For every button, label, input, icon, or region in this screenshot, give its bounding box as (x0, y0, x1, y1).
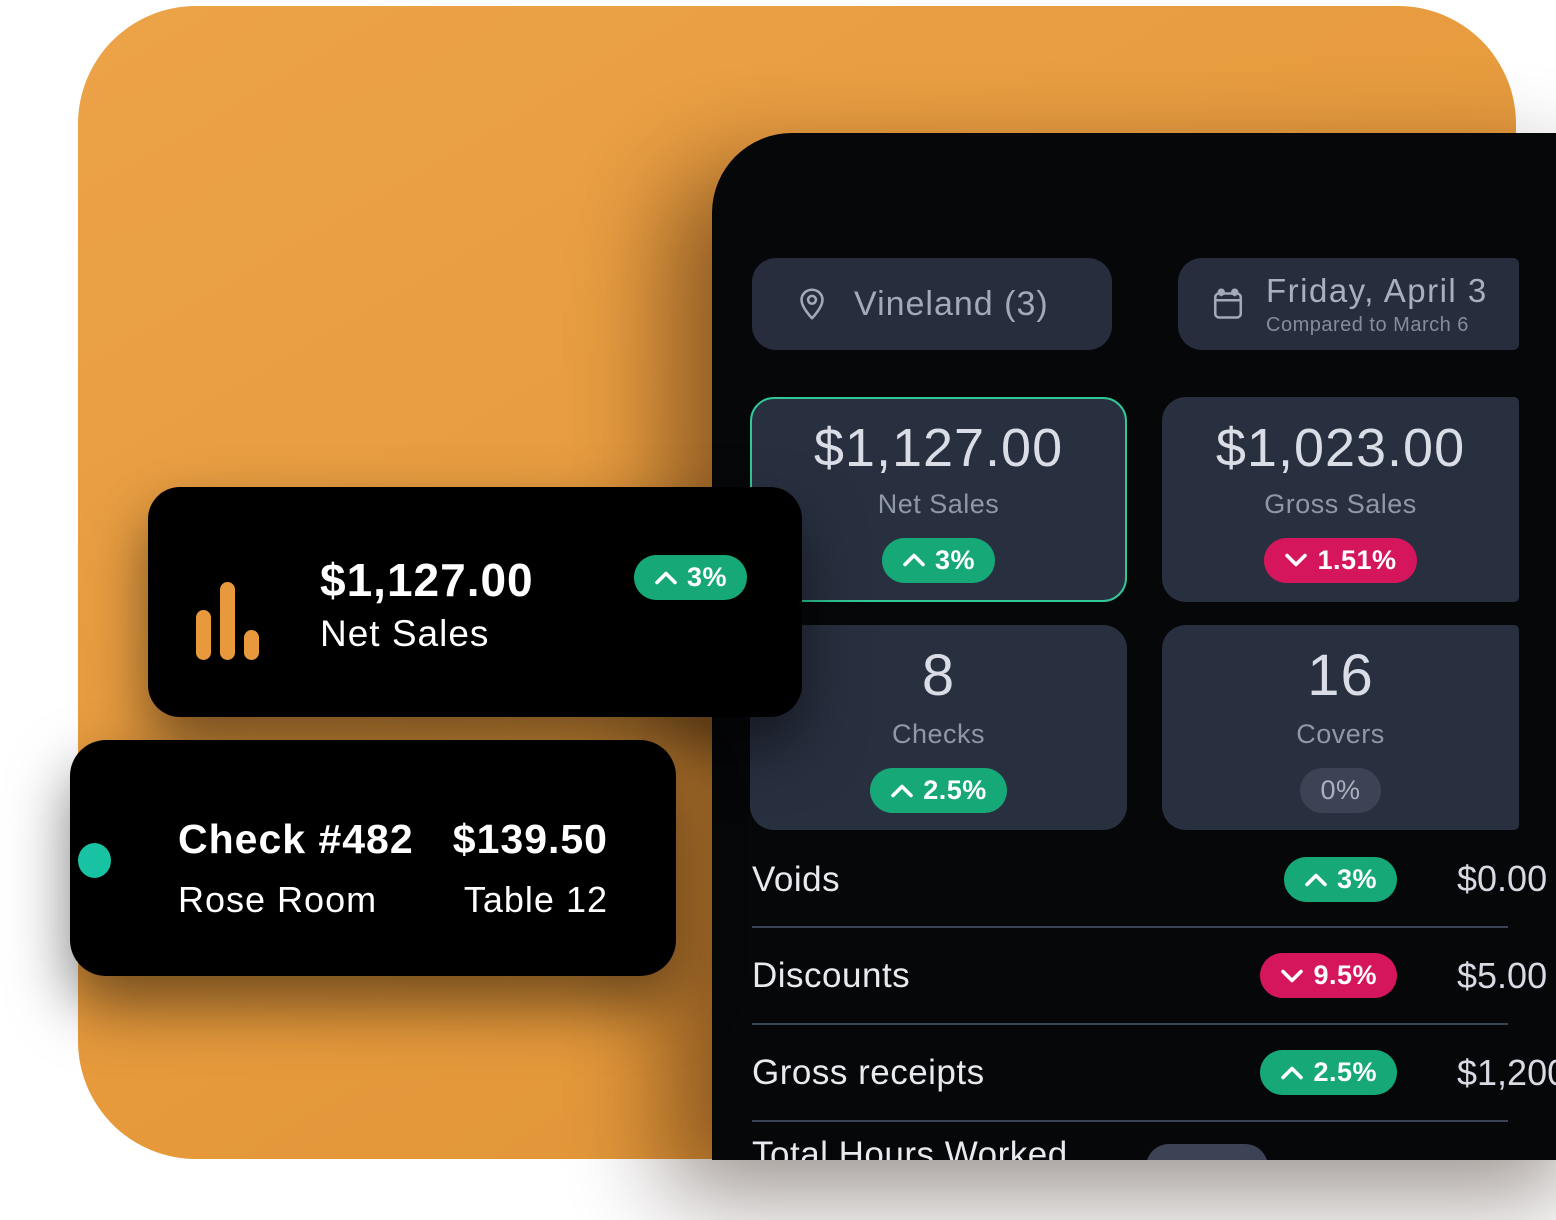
covers-label: Covers (1296, 719, 1385, 749)
discounts-amount: $5.00 (1457, 955, 1548, 996)
chevron-up-icon (903, 553, 925, 567)
row-gross-receipts-label: Gross receipts (752, 1052, 985, 1092)
net-sales-delta-badge: 3% (881, 537, 996, 583)
row-divider (752, 926, 1508, 928)
check-number: Check #482 (178, 816, 414, 862)
voids-amount: $0.00 (1457, 858, 1548, 899)
chevron-up-icon (1281, 1066, 1304, 1079)
date-filter-chip[interactable]: Friday, April 3 Compared to March 6 (1178, 258, 1519, 350)
bar-chart-icon (196, 582, 259, 660)
stat-tile-gross-sales[interactable]: $1,023.00 Gross Sales 1.51% (1162, 397, 1519, 602)
date-chip-subtitle: Compared to March 6 (1266, 313, 1469, 336)
check-room: Rose Room (178, 879, 378, 920)
checks-value: 8 (921, 643, 956, 708)
discounts-delta-badge: 9.5% (1260, 953, 1397, 998)
total-hours-delta-badge (1146, 1144, 1268, 1160)
voids-delta-badge: 3% (1283, 857, 1397, 902)
float-net-sales-label: Net Sales (320, 613, 490, 654)
calendar-icon (1213, 288, 1243, 319)
chevron-up-icon (1305, 873, 1327, 886)
stat-tile-checks[interactable]: 8 Checks 2.5% (750, 625, 1127, 830)
covers-delta-badge: 0% (1300, 768, 1381, 813)
row-discounts-label: Discounts (752, 955, 911, 995)
row-gross-receipts: Gross receipts 2.5% (752, 1025, 1556, 1120)
location-filter-chip[interactable]: Vineland (3) (752, 258, 1112, 350)
row-divider (752, 1120, 1508, 1122)
net-sales-value: $1,127.00 (813, 417, 1064, 478)
location-chip-label: Vineland (3) (854, 284, 1049, 323)
row-voids-label: Voids (752, 859, 841, 899)
net-sales-tooltip-card[interactable]: $1,127.00 Net Sales 3% (148, 487, 802, 717)
float-net-sales-value: $1,127.00 (320, 554, 534, 606)
status-dot (78, 843, 111, 878)
row-total-hours: Total Hours Worked (752, 1121, 1556, 1160)
row-total-hours-label: Total Hours Worked (752, 1135, 1068, 1160)
float-net-sales-delta-badge: 3% (633, 555, 747, 600)
chevron-up-icon (891, 784, 914, 797)
chevron-down-icon (1285, 553, 1308, 567)
sales-dashboard-panel: Vineland (3) Friday, April 3 Compared to… (712, 133, 1556, 1160)
stat-tile-covers[interactable]: 16 Covers 0% (1162, 625, 1519, 830)
gross-sales-delta-badge: 1.51% (1264, 537, 1417, 583)
date-chip-title: Friday, April 3 (1266, 271, 1488, 309)
covers-value: 16 (1307, 643, 1374, 708)
checks-label: Checks (891, 719, 986, 749)
checks-delta-badge: 2.5% (870, 768, 1007, 813)
location-pin-icon (800, 288, 824, 320)
row-divider (752, 1023, 1508, 1025)
gross-sales-label: Gross Sales (1264, 488, 1417, 519)
gross-receipts-delta-badge: 2.5% (1260, 1050, 1397, 1095)
stat-tile-net-sales[interactable]: $1,127.00 Net Sales 3% (750, 397, 1127, 602)
check-amount: $139.50 (452, 816, 608, 862)
check-tooltip-card[interactable]: Check #482 Rose Room $139.50 Table 12 (70, 740, 676, 976)
gross-sales-value: $1,023.00 (1215, 417, 1466, 478)
row-discounts: Discounts 9.5% (752, 928, 1556, 1023)
row-voids: Voids 3% (752, 833, 1556, 926)
chevron-down-icon (1281, 969, 1304, 982)
gross-receipts-amount: $1,200 (1457, 1052, 1556, 1093)
chevron-up-icon (655, 571, 677, 584)
check-table: Table 12 (463, 879, 608, 920)
net-sales-label: Net Sales (877, 488, 1000, 519)
